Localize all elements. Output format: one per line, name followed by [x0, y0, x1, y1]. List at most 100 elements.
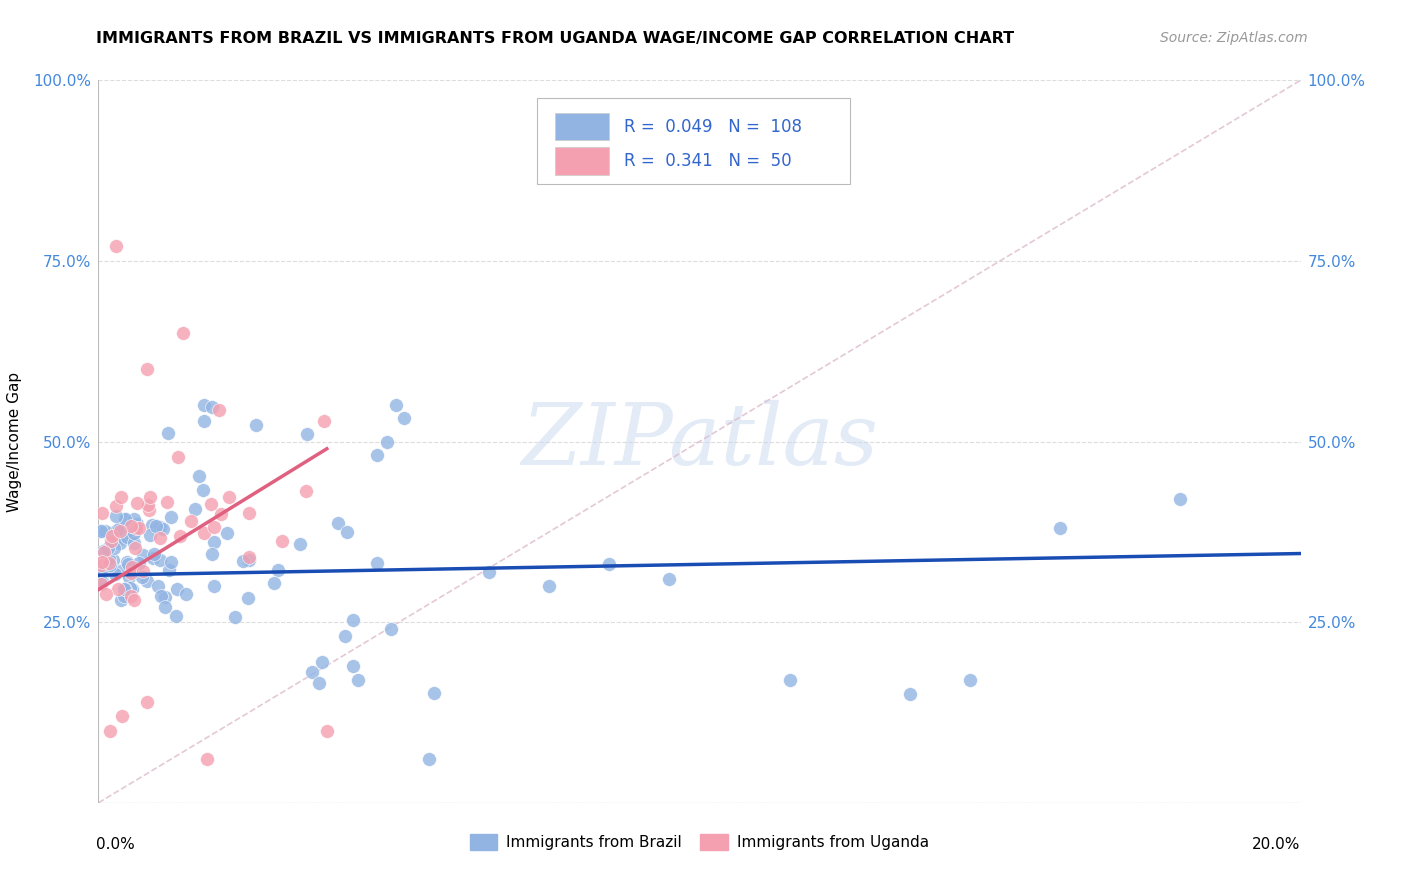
Point — [375, 435, 398, 450]
Point — [149, 520, 172, 534]
Point — [91, 573, 114, 587]
Point — [314, 414, 336, 428]
Point — [110, 593, 132, 607]
Point — [125, 521, 148, 535]
Point — [103, 553, 125, 567]
Point — [117, 557, 139, 571]
Point — [217, 526, 239, 541]
Point — [105, 508, 128, 523]
Point — [366, 557, 388, 571]
Point — [478, 565, 501, 579]
Point — [90, 566, 112, 580]
Point — [157, 562, 180, 576]
Point — [208, 403, 231, 417]
Point — [166, 582, 188, 596]
Point — [159, 555, 181, 569]
Point — [105, 239, 128, 253]
FancyBboxPatch shape — [537, 98, 849, 184]
Point — [121, 582, 143, 596]
Point — [122, 536, 145, 550]
Point — [342, 658, 364, 673]
Point — [107, 582, 129, 596]
Point — [120, 524, 142, 539]
Point — [418, 752, 440, 766]
Point — [145, 519, 167, 533]
Point — [97, 541, 120, 555]
Point — [135, 574, 157, 588]
Text: IMMIGRANTS FROM BRAZIL VS IMMIGRANTS FROM UGANDA WAGE/INCOME GAP CORRELATION CHA: IMMIGRANTS FROM BRAZIL VS IMMIGRANTS FRO… — [96, 31, 1014, 46]
Point — [148, 553, 170, 567]
Point — [100, 534, 122, 549]
Point — [91, 566, 114, 581]
Bar — [555, 112, 609, 140]
Point — [90, 524, 112, 539]
Point — [120, 518, 142, 533]
Y-axis label: Wage/Income Gap: Wage/Income Gap — [7, 371, 22, 512]
Point — [100, 723, 122, 738]
Point — [139, 527, 162, 541]
Point — [290, 537, 312, 551]
Point — [191, 483, 214, 497]
Point — [120, 590, 142, 604]
Point — [598, 558, 620, 572]
Point — [132, 564, 155, 578]
Point — [188, 469, 211, 483]
Point — [90, 576, 112, 591]
Point — [135, 362, 157, 376]
Point — [342, 613, 364, 627]
Point — [110, 490, 132, 504]
Point — [112, 582, 135, 596]
Point — [1049, 521, 1071, 535]
Point — [91, 543, 114, 558]
Point — [193, 414, 215, 428]
Point — [103, 541, 125, 556]
Point — [263, 575, 285, 590]
Point — [121, 560, 143, 574]
Point — [167, 450, 190, 464]
Point — [193, 526, 215, 541]
Point — [959, 673, 981, 687]
Point — [105, 523, 128, 537]
Point — [115, 511, 138, 525]
Point — [180, 514, 202, 528]
Point — [98, 552, 121, 566]
Point — [117, 530, 139, 544]
Point — [153, 599, 176, 614]
Point — [125, 495, 148, 509]
Point — [380, 622, 402, 636]
Point — [202, 535, 225, 549]
Point — [104, 567, 127, 582]
Point — [141, 517, 163, 532]
Point — [336, 524, 359, 539]
Point — [118, 581, 141, 595]
Point — [128, 521, 150, 535]
Point — [139, 490, 162, 504]
Point — [108, 524, 131, 539]
Point — [347, 673, 370, 687]
Point — [1170, 492, 1192, 507]
Point — [270, 534, 292, 549]
Text: R =  0.049   N =  108: R = 0.049 N = 108 — [624, 118, 801, 136]
Point — [131, 570, 153, 584]
Point — [157, 425, 180, 440]
Point — [202, 520, 225, 534]
Point — [122, 525, 145, 540]
Point — [335, 629, 357, 643]
Point — [108, 522, 131, 536]
Point — [202, 579, 225, 593]
Point — [295, 484, 318, 499]
Text: ZIPatlas: ZIPatlas — [520, 401, 879, 483]
Point — [98, 558, 121, 572]
Point — [120, 566, 142, 580]
Point — [232, 553, 254, 567]
Point — [201, 400, 224, 414]
Point — [538, 579, 561, 593]
Point — [308, 676, 330, 690]
Text: 0.0%: 0.0% — [96, 837, 135, 852]
Point — [423, 686, 446, 700]
Point — [311, 655, 333, 669]
Point — [328, 516, 350, 530]
Point — [224, 610, 246, 624]
Point — [90, 574, 112, 588]
Point — [658, 572, 681, 586]
